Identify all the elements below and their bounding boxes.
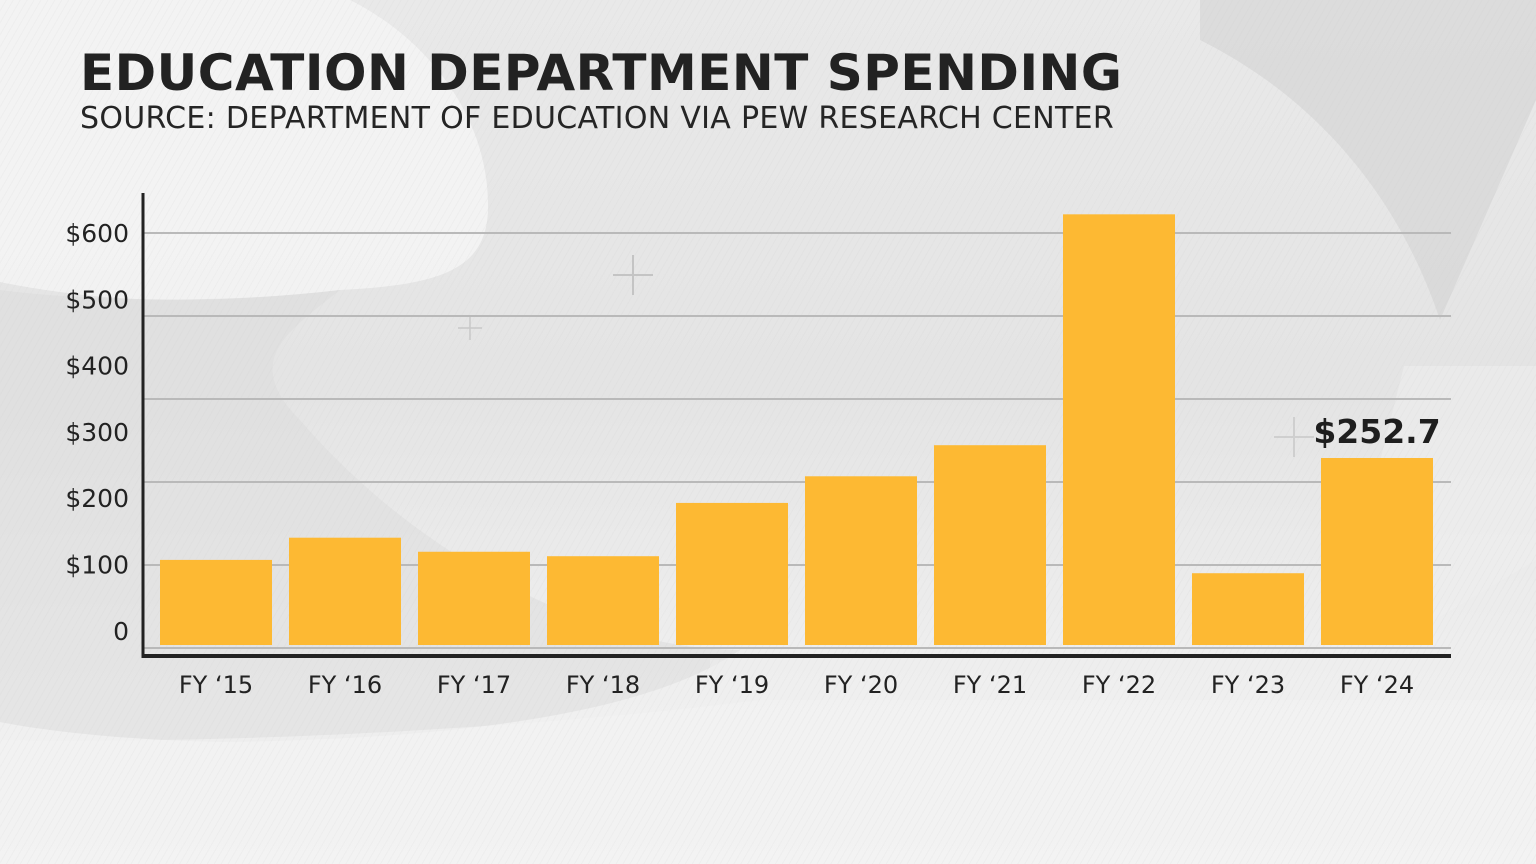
y-tick-label: 0 (113, 617, 129, 646)
x-tick-label: FY ‘23 (1211, 671, 1285, 699)
y-tick-label: $300 (65, 418, 129, 447)
y-tick-label: $200 (65, 484, 129, 513)
annotations: $252.7 (1313, 412, 1440, 451)
x-tick-label: FY ‘21 (953, 671, 1027, 699)
bar (934, 445, 1046, 645)
x-tick-label: FY ‘20 (824, 671, 898, 699)
x-tick-label: FY ‘16 (308, 671, 382, 699)
bar (547, 556, 659, 645)
x-tick-label: FY ‘22 (1082, 671, 1156, 699)
bar (805, 476, 917, 645)
bar (289, 537, 401, 645)
x-tick-label: FY ‘19 (695, 671, 769, 699)
bars (160, 214, 1433, 645)
y-tick-label: $600 (65, 219, 129, 248)
y-tick-label: $500 (65, 285, 129, 314)
chart-subtitle: SOURCE: DEPARTMENT OF EDUCATION VIA PEW … (80, 101, 1115, 136)
x-axis-ticks: FY ‘15 FY ‘16 FY ‘17 FY ‘18 FY ‘19 FY ‘20 FY ‘… (179, 671, 1414, 699)
y-axis-ticks: $600 $500 $400 $300 $200 $100 0 (65, 219, 129, 646)
bar (1063, 214, 1175, 645)
bar (1192, 573, 1304, 645)
bar (676, 502, 788, 645)
chart-title: EDUCATION DEPARTMENT SPENDING (80, 44, 1123, 102)
bar (1321, 458, 1433, 645)
bar (160, 559, 272, 645)
data-label: $252.7 (1313, 412, 1440, 451)
x-tick-label: FY ‘15 (179, 671, 253, 699)
bar (418, 551, 530, 645)
x-tick-label: FY ‘24 (1340, 671, 1414, 699)
x-tick-label: FY ‘17 (437, 671, 511, 699)
y-tick-label: $100 (65, 551, 129, 580)
x-tick-label: FY ‘18 (566, 671, 640, 699)
y-tick-label: $400 (65, 352, 129, 381)
